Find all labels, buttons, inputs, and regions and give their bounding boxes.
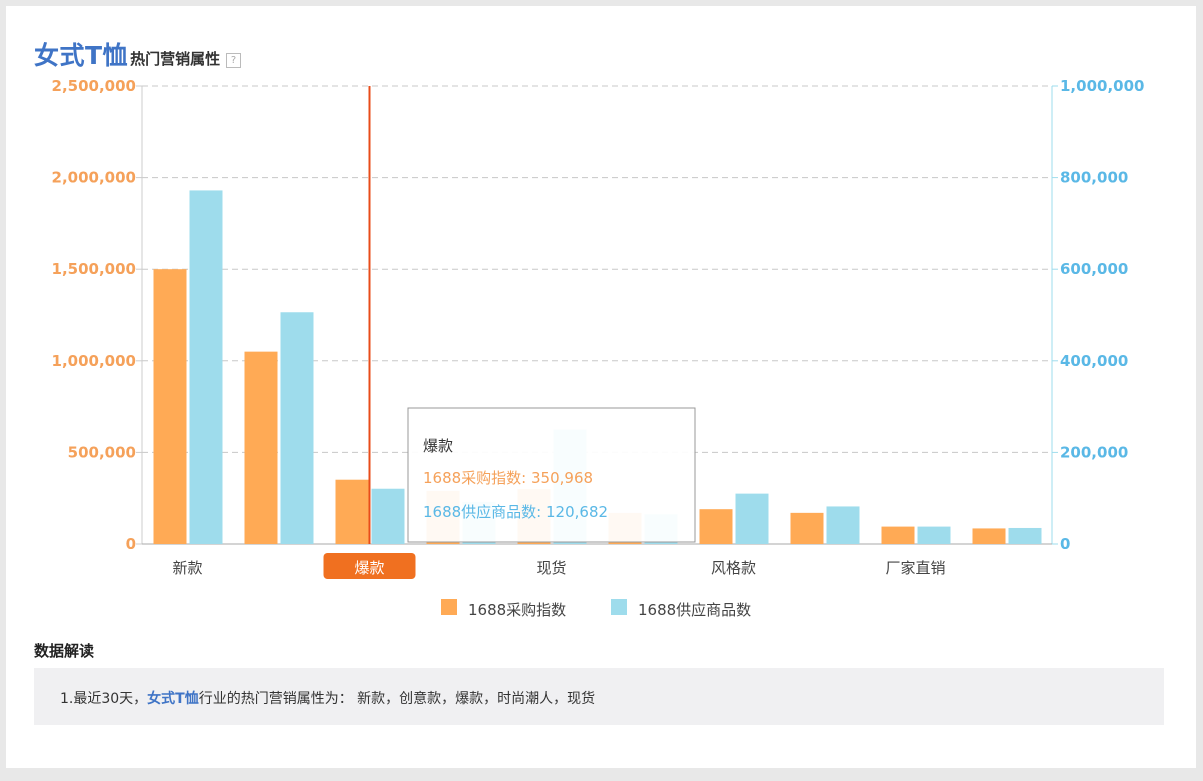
chart-title: 女式T恤 热门营销属性? [34, 36, 242, 72]
tooltip-supply-value: 1688供应商品数: 120,682 [423, 503, 608, 521]
help-icon[interactable]: ? [226, 53, 242, 68]
legend-swatch-purchase[interactable] [441, 599, 457, 615]
bar-supply-count[interactable] [189, 190, 223, 544]
left-tick-label: 2,500,000 [52, 77, 136, 95]
x-tick-label[interactable]: 现货 [536, 559, 566, 577]
right-tick-label: 400,000 [1060, 352, 1128, 370]
left-tick-label: 1,000,000 [52, 352, 136, 370]
x-tick-label[interactable]: 爆款 [354, 559, 384, 577]
left-tick-label: 2,000,000 [52, 169, 136, 187]
x-tick-label[interactable]: 新款 [172, 559, 202, 577]
bar-purchase-index[interactable] [790, 512, 824, 544]
bar-purchase-index[interactable] [972, 528, 1006, 544]
legend-label-purchase[interactable]: 1688采购指数 [468, 601, 566, 619]
interpretation-heading: 数据解读 [34, 642, 95, 660]
legend-swatch-supply[interactable] [611, 599, 627, 615]
title-category: 女式T恤 [34, 41, 129, 70]
left-tick-label: 0 [126, 535, 136, 553]
x-label-highlight[interactable] [323, 553, 416, 579]
x-tick-label[interactable]: 风格款 [711, 559, 756, 577]
right-tick-label: 800,000 [1060, 169, 1128, 187]
interpretation-prefix: 1.最近30天， [60, 691, 148, 707]
bar-supply-count[interactable] [1008, 527, 1042, 544]
x-tick-label[interactable]: 厂家直销 [885, 559, 945, 577]
bar-supply-count[interactable] [917, 526, 951, 544]
right-tick-label: 0 [1060, 535, 1070, 553]
tooltip-title: 爆款 [423, 437, 453, 455]
bar-purchase-index[interactable] [881, 526, 915, 544]
tooltip-box [407, 407, 696, 543]
interpretation-box: 1.最近30天，女式T恤行业的热门营销属性为： 新款，创意款，爆款，时尚潮人，现… [34, 668, 1164, 725]
bar-supply-count[interactable] [280, 312, 314, 544]
left-tick-label: 1,500,000 [52, 260, 136, 278]
interpretation-text: 1.最近30天，女式T恤行业的热门营销属性为： 新款，创意款，爆款，时尚潮人，现… [60, 688, 595, 708]
right-tick-label: 200,000 [1060, 443, 1128, 461]
interpretation-suffix: 行业的热门营销属性为： 新款，创意款，爆款，时尚潮人，现货 [198, 691, 596, 707]
bar-supply-count[interactable] [826, 506, 860, 544]
bar-purchase-index[interactable] [335, 479, 369, 544]
right-tick-label: 600,000 [1060, 260, 1128, 278]
bar-chart: 0 500,000 1,000,000 1,500,000 2,000,000 2,500… [52, 77, 1145, 619]
bar-purchase-index[interactable] [244, 351, 278, 544]
bar-supply-count[interactable] [371, 488, 405, 544]
interpretation-keyword: 女式T恤 [147, 691, 199, 707]
legend-label-supply[interactable]: 1688供应商品数 [638, 601, 751, 619]
tooltip-purchase-value: 1688采购指数: 350,968 [423, 469, 593, 487]
bar-purchase-index[interactable] [699, 509, 733, 544]
right-tick-label: 1,000,000 [1060, 77, 1144, 95]
left-tick-label: 500,000 [68, 443, 136, 461]
title-subtitle: 热门营销属性 [130, 50, 221, 68]
bar-supply-count[interactable] [735, 493, 769, 544]
bar-purchase-index[interactable] [153, 269, 187, 544]
